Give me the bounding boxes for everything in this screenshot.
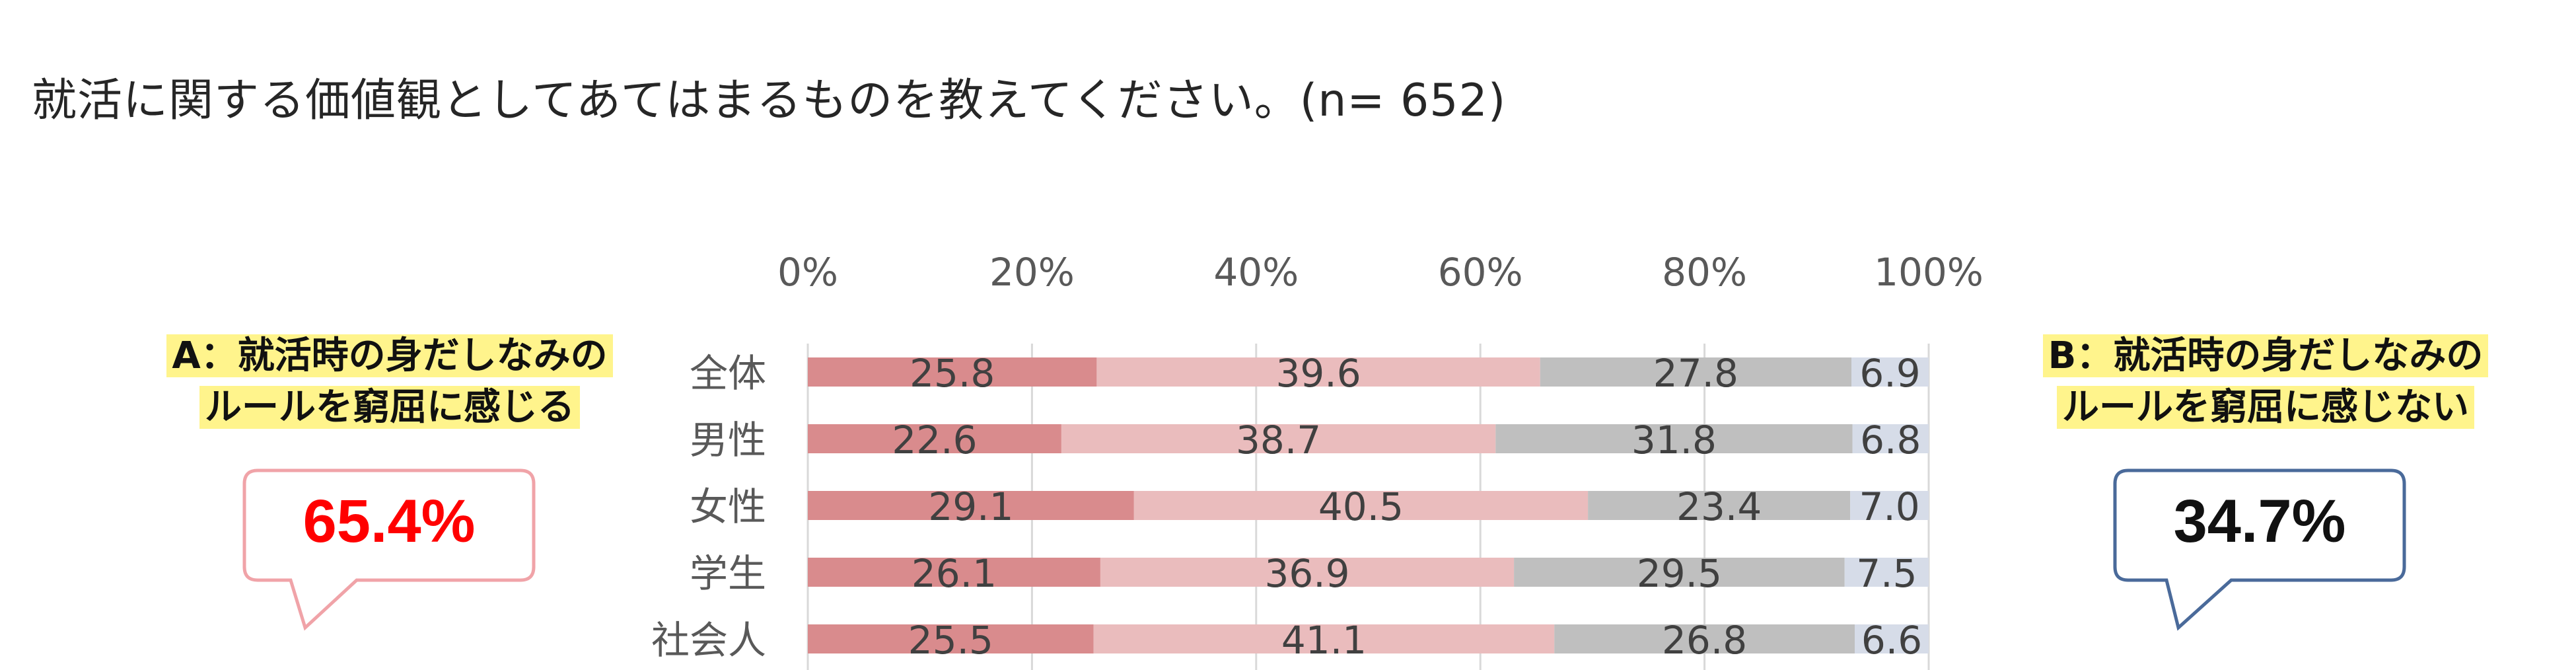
category-label: 女性 <box>690 484 766 529</box>
bar-segment <box>1854 624 1929 653</box>
bar-segment <box>808 624 1094 653</box>
data-label: 22.6 <box>892 418 977 463</box>
callout-b-line2: ルールを窮屈に感じない <box>2057 386 2474 429</box>
data-label: 23.4 <box>1676 484 1762 529</box>
data-label: 7.5 <box>1856 551 1917 596</box>
bar-segment <box>808 558 1100 587</box>
callout-a-bubble: 65.4% <box>242 468 536 631</box>
category-label: 学生 <box>690 551 766 596</box>
data-label: 29.5 <box>1637 551 1722 596</box>
callout-b-line1: B：就活時の身だしなみの <box>2042 334 2489 377</box>
callout-a-line2: ルールを窮屈に感じる <box>199 386 580 429</box>
data-label: 29.1 <box>928 484 1013 529</box>
category-label: 社会人 <box>651 618 766 663</box>
bar-segment <box>1851 357 1929 387</box>
bar-segment <box>1540 357 1852 387</box>
data-label: 26.1 <box>912 551 997 596</box>
data-label: 36.9 <box>1264 551 1349 596</box>
bar-segment <box>1850 491 1929 520</box>
bar-segment <box>1514 558 1845 587</box>
bar-segment <box>808 357 1097 387</box>
x-tick-label: 20% <box>989 250 1075 295</box>
data-label: 41.1 <box>1281 618 1367 663</box>
x-axis-ticks: 0% 20% 40% 60% 80% 100% <box>777 250 1984 295</box>
data-label: 25.8 <box>910 351 995 396</box>
bar-segment <box>1093 624 1555 653</box>
callout-b-value: 34.7% <box>2174 488 2346 555</box>
data-label: 40.5 <box>1318 484 1404 529</box>
bar-segment <box>1852 424 1929 453</box>
bar-segment <box>1061 424 1496 453</box>
category-label: 全体 <box>690 351 766 396</box>
data-label: 39.6 <box>1275 351 1361 396</box>
callout-b-bubble: 34.7% <box>2113 468 2406 631</box>
category-label: 男性 <box>690 418 766 463</box>
bar-segment <box>808 491 1134 520</box>
bar-segment <box>1588 491 1851 520</box>
data-label: 7.0 <box>1859 484 1919 529</box>
data-labels: 25.8 39.6 27.8 6.9 22.6 38.7 31.8 6.8 29.1 40.5 23… <box>892 351 1922 663</box>
callout-a-line1: A：就活時の身だしなみの <box>166 334 613 377</box>
bar-segment <box>1495 424 1853 453</box>
data-label: 6.8 <box>1860 418 1921 463</box>
bar-segment <box>1100 558 1515 587</box>
callout-a-shape <box>242 468 536 631</box>
x-tick-label: 80% <box>1662 250 1747 295</box>
data-label: 38.7 <box>1236 418 1321 463</box>
x-tick-label: 60% <box>1438 250 1523 295</box>
bar-segment <box>1554 624 1855 653</box>
x-tick-label: 100% <box>1874 250 1984 295</box>
callout-a-value: 65.4% <box>303 488 476 555</box>
callout-a-label: A：就活時の身だしなみの ルールを窮屈に感じる <box>99 330 680 433</box>
bar-segment <box>1844 558 1929 587</box>
page-title: 就活に関する価値観としてあてはまるものを教えてください。(n= 652) <box>32 75 1507 127</box>
data-label: 25.5 <box>908 618 993 663</box>
data-label: 26.8 <box>1662 618 1747 663</box>
x-tick-label: 40% <box>1213 250 1299 295</box>
data-label: 6.9 <box>1859 351 1920 396</box>
callout-b-shape <box>2113 468 2406 631</box>
data-label: 31.8 <box>1631 418 1717 463</box>
bar-segment <box>1096 357 1540 387</box>
bar-segment <box>1133 491 1589 520</box>
x-tick-label: 0% <box>777 250 838 295</box>
bar-segment <box>808 424 1061 453</box>
bars <box>808 357 1929 653</box>
callout-b-label: B：就活時の身だしなみの ルールを窮屈に感じない <box>1975 330 2556 433</box>
data-label: 27.8 <box>1653 351 1738 396</box>
data-label: 6.6 <box>1861 618 1922 663</box>
